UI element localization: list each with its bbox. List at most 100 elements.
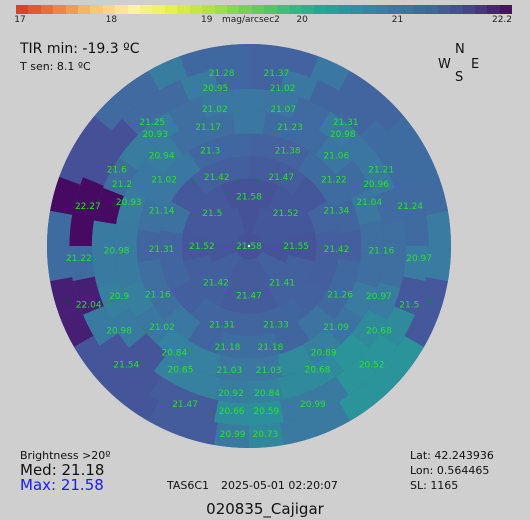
sky-sector (310, 401, 350, 436)
colorbar-segment (40, 5, 54, 14)
sky-sector (168, 97, 207, 131)
colorbar-tick-label: 18 (105, 15, 118, 25)
sky-sector (325, 306, 363, 345)
sky-sector (315, 230, 339, 262)
sky-sector (74, 335, 112, 376)
sky-sector (249, 44, 285, 70)
sky-sector (276, 344, 314, 377)
sky-sector (180, 69, 219, 101)
compass-east: E (471, 57, 480, 72)
colorbar-segment (499, 5, 513, 14)
sky-sector (171, 177, 206, 213)
sky-sector (219, 178, 249, 210)
sky-sector (146, 172, 182, 209)
sky-sector (249, 400, 285, 426)
sky-sector (379, 306, 415, 346)
sky-sector (47, 246, 73, 282)
sky-sector (120, 280, 155, 319)
sky-sector (74, 116, 112, 157)
sky-sector (160, 201, 191, 235)
sky-sector (316, 283, 352, 320)
sky-reading-label: 21.37 (264, 69, 290, 79)
sky-sector (266, 185, 302, 221)
sky-reading-label: 21.23 (277, 123, 303, 133)
sky-reading-label: 21.07 (270, 105, 296, 115)
sky-sector (199, 112, 235, 142)
colorbar-segment (53, 5, 66, 14)
colorbar-segment (437, 5, 451, 14)
longitude: Lon: 0.564465 (410, 464, 490, 477)
sky-sector (116, 188, 148, 225)
zenith-marker (247, 244, 251, 248)
sky-sector (297, 304, 334, 341)
colorbar-segment (251, 5, 265, 14)
sky-reading-label: 21.24 (397, 202, 423, 212)
sky-reading-label: 20.85 (168, 366, 194, 376)
sky-sector (184, 344, 222, 377)
sky-sector (335, 160, 371, 199)
sky-sector (394, 177, 426, 216)
colorbar-segment (326, 5, 339, 14)
sky-sector (364, 91, 404, 131)
sky-reading-label: 20.9 (109, 292, 129, 302)
colorbar-segment (338, 5, 351, 14)
station-name: 020835_Cajigar (206, 500, 324, 518)
colorbar-segment (239, 5, 252, 14)
sky-sector (249, 66, 285, 92)
sky-reading-label: 21.03 (216, 366, 242, 376)
sky-reading-label: 20.68 (305, 366, 331, 376)
sky-sector (97, 282, 131, 320)
sky-sector (171, 279, 206, 315)
sky-sector (218, 156, 249, 183)
sky-sector (403, 246, 429, 282)
sky-sector (59, 307, 94, 347)
sky-sector (316, 172, 352, 209)
sky-reading-label: 21.18 (215, 343, 241, 353)
sky-sector (160, 257, 191, 291)
sky-sector (249, 377, 283, 404)
sky-sector (394, 276, 426, 315)
sky-sector (137, 258, 168, 293)
sky-sector (404, 307, 439, 347)
sky-reading-label: 20.84 (161, 349, 187, 359)
sky-sector (213, 66, 249, 92)
sky-reading-label: 21.16 (145, 290, 171, 300)
sky-sector (50, 176, 81, 215)
sky-sector (280, 204, 315, 238)
sky-sector (309, 376, 349, 412)
latitude: Lat: 42.243936 (410, 449, 494, 462)
sky-sector (118, 131, 157, 171)
sky-reading-label: 21.02 (270, 84, 296, 94)
sky-sector (374, 187, 405, 225)
sky-sector (103, 157, 138, 197)
sky-sector (355, 253, 384, 288)
sky-sector (280, 414, 319, 445)
sky-sector (379, 146, 415, 186)
sky-sector (318, 111, 358, 149)
timestamp: 2025-05-01 02:20:07 (221, 479, 338, 492)
sky-reading-label: 21.02 (202, 105, 228, 115)
sky-reading-label: 21.18 (258, 343, 284, 353)
sky-sector (179, 414, 218, 445)
colorbar-segment (189, 5, 203, 14)
sky-reading-label: 20.52 (359, 360, 385, 370)
colorbar-segment (313, 5, 327, 14)
colorbar-segment (65, 5, 79, 14)
sky-sector (288, 231, 317, 261)
sky-sector (330, 333, 369, 372)
sky-sector (94, 91, 134, 131)
sky-reading-label: 21.22 (321, 176, 347, 186)
colorbar-segment (425, 5, 438, 14)
median-readout: Med: 21.18 (20, 461, 105, 479)
colorbar-segment (450, 5, 463, 14)
sky-sector (148, 401, 188, 436)
colorbar-tick-label: 20 (296, 15, 308, 25)
sky-reading-label: 21.03 (256, 366, 282, 376)
tir-min-readout: TIR min: -19.3 ºC (20, 41, 140, 57)
colorbar-segment (350, 5, 364, 14)
sky-sector (417, 277, 448, 316)
colorbar-segment (164, 5, 178, 14)
sky-sector (249, 354, 283, 381)
sky-sector (59, 145, 94, 185)
sky-sector (122, 357, 162, 396)
